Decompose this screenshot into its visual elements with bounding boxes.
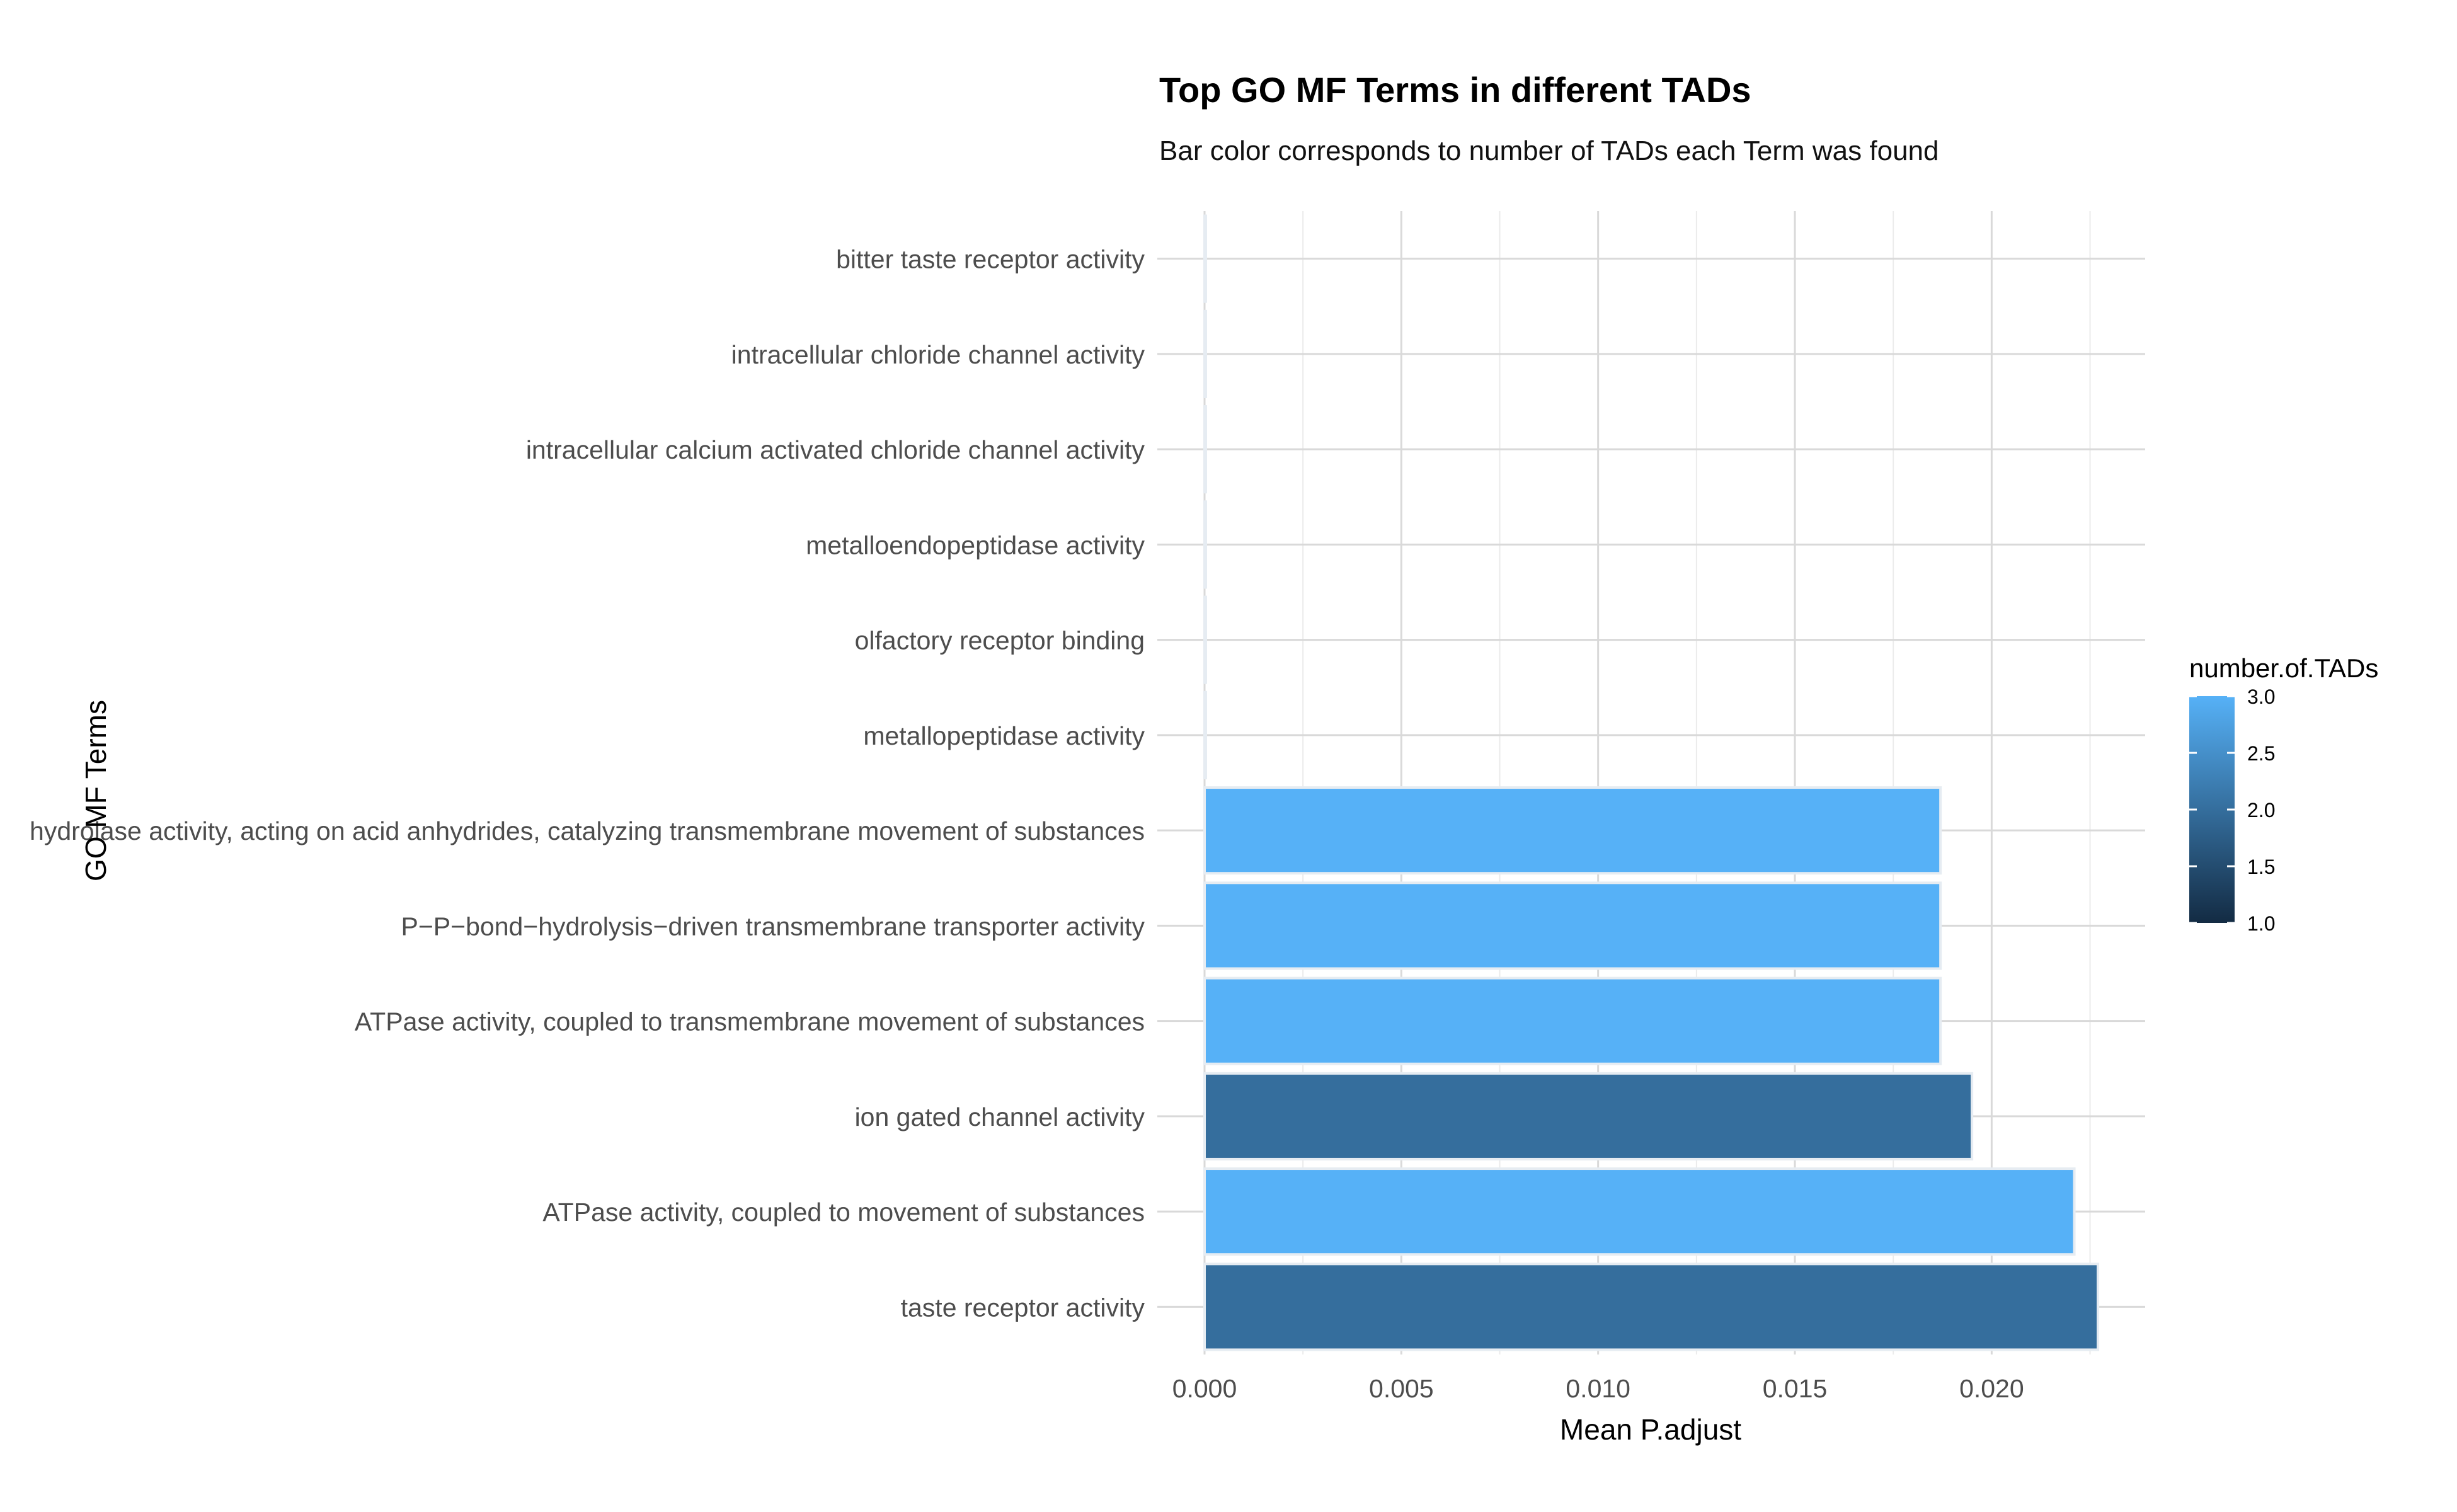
bar xyxy=(1203,976,1942,1065)
y-tick-label: P−P−bond−hydrolysis−driven transmembrane… xyxy=(401,912,1145,941)
y-tick-label: olfactory receptor binding xyxy=(855,626,1145,655)
legend-tick-label: 1.5 xyxy=(2247,856,2275,878)
legend-tick-label: 2.5 xyxy=(2247,742,2275,765)
y-tick-label: ATPase activity, coupled to movement of … xyxy=(542,1198,1145,1227)
bar xyxy=(1203,309,1207,398)
y-tick-label: intracellular chloride channel activity xyxy=(731,340,1145,369)
y-tick-label: intracellular calcium activated chloride… xyxy=(526,435,1145,464)
bar xyxy=(1203,1072,1974,1160)
bar xyxy=(1203,1263,2100,1351)
bar xyxy=(1203,405,1207,494)
legend-tick-label: 3.0 xyxy=(2247,685,2275,708)
x-tick-label: 0.000 xyxy=(1172,1374,1237,1403)
y-tick-label: metallopeptidase activity xyxy=(863,721,1145,750)
chart-title: Top GO MF Terms in different TADs xyxy=(1159,70,1751,110)
bar xyxy=(1203,690,1207,779)
legend: number.of.TADs 3.0 2.5 2.0 1.5 1.0 xyxy=(2189,653,2378,935)
y-tick-label: taste receptor activity xyxy=(901,1293,1145,1322)
y-tick-label: ion gated channel activity xyxy=(855,1102,1145,1131)
bar xyxy=(1203,786,1942,875)
y-tick-label: hydrolase activity, acting on acid anhyd… xyxy=(30,816,1145,845)
chart-subtitle: Bar color corresponds to number of TADs … xyxy=(1159,135,1939,166)
x-tick-label: 0.015 xyxy=(1763,1374,1828,1403)
x-tick-label: 0.005 xyxy=(1369,1374,1434,1403)
bar xyxy=(1203,500,1207,589)
bar xyxy=(1203,881,1942,970)
y-tick-label: metalloendopeptidase activity xyxy=(806,530,1145,559)
legend-tick-label: 1.0 xyxy=(2247,912,2275,935)
legend-title: number.of.TADs xyxy=(2189,653,2378,683)
y-tick-label: bitter taste receptor activity xyxy=(836,245,1145,274)
bar xyxy=(1203,1167,2076,1256)
y-axis-title: GO MF Terms xyxy=(79,700,112,881)
x-axis-title: Mean P.adjust xyxy=(1560,1413,1741,1446)
legend-tick-label: 2.0 xyxy=(2247,799,2275,822)
x-tick-label: 0.010 xyxy=(1566,1374,1630,1403)
x-tick-label: 0.020 xyxy=(1959,1374,2024,1403)
y-tick-label: ATPase activity, coupled to transmembran… xyxy=(355,1007,1145,1036)
bar xyxy=(1203,214,1207,303)
bar xyxy=(1203,595,1207,684)
